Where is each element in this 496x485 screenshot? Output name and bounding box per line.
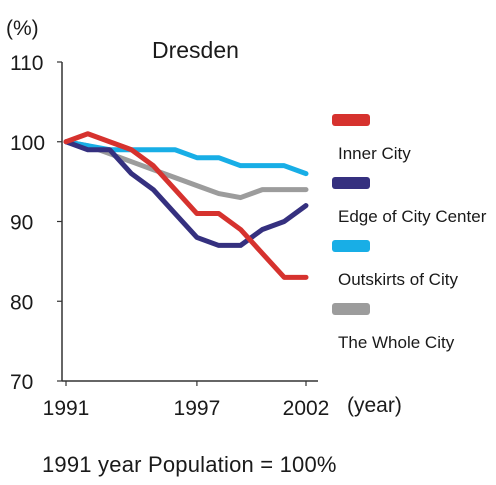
series-line-the-whole-city [63, 139, 309, 201]
y-tick-label: 110 [10, 52, 43, 75]
x-tick-label: 2002 [283, 397, 330, 420]
chart-title: Dresden [152, 37, 239, 63]
legend-label: The Whole City [338, 333, 455, 352]
series-line-edge-of-city-center [63, 139, 309, 248]
y-tick-label: 90 [10, 212, 33, 235]
y-tick-label: 100 [10, 132, 45, 155]
legend-label: Edge of City Center [338, 207, 487, 226]
y-unit-label: (%) [6, 17, 39, 40]
series-line-inner-city [63, 131, 309, 280]
legend-label: Inner City [338, 144, 411, 163]
y-tick-label: 80 [10, 291, 33, 314]
legend-swatch [332, 114, 370, 126]
legend-swatch [332, 177, 370, 189]
x-tick-group: 1991 1997 2002 [43, 381, 330, 420]
x-unit-label: (year) [347, 394, 402, 417]
x-tick-label: 1997 [174, 397, 221, 420]
legend-swatch [332, 303, 370, 315]
y-tick-group: 70 80 90 100 110 [10, 52, 62, 394]
series-line-outskirts-of-city [63, 139, 309, 177]
y-tick-label: 70 [10, 371, 33, 394]
footnote: 1991 year Population = 100% [42, 452, 337, 477]
legend-swatch [332, 240, 370, 252]
legend-label: Outskirts of City [338, 270, 458, 289]
legend: Inner City Edge of City Center Outskirts o… [332, 114, 487, 352]
series-group [63, 131, 309, 280]
x-tick-label: 1991 [43, 397, 90, 420]
